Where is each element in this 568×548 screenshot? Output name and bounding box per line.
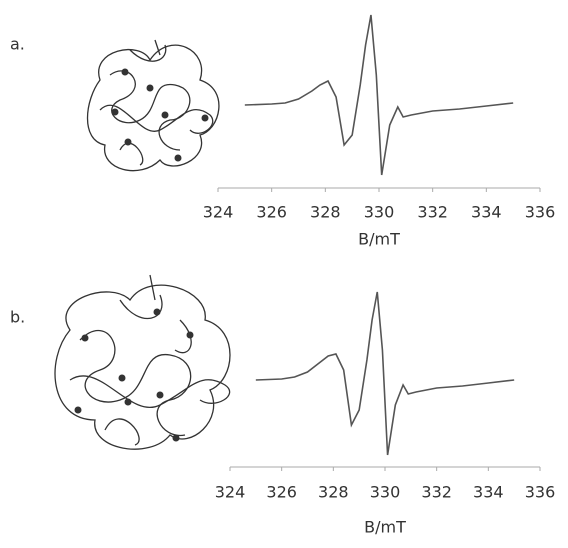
spectrum-line — [244, 14, 514, 176]
panel-label: b. — [10, 308, 25, 327]
x-tick-label: 328 — [318, 483, 349, 502]
x-tick-label: 326 — [256, 203, 287, 222]
x-tick-label: 332 — [421, 483, 452, 502]
polymer-coil-a — [86, 39, 220, 172]
spectrum-line — [255, 291, 515, 456]
x-tick-label: 334 — [471, 203, 502, 222]
x-tick-label: 330 — [370, 483, 401, 502]
x-tick-label: 332 — [417, 203, 448, 222]
x-tick-label: 328 — [310, 203, 341, 222]
x-tick-label: 330 — [364, 203, 395, 222]
x-tick-label: 334 — [473, 483, 504, 502]
x-tick-label: 324 — [203, 203, 234, 222]
x-tick-label: 326 — [266, 483, 297, 502]
x-tick-label: 336 — [525, 483, 556, 502]
x-axis-title: B/mT — [364, 518, 406, 537]
polymer-coil-b — [54, 274, 231, 450]
x-axis-title: B/mT — [358, 230, 400, 249]
panel-label: a. — [10, 35, 25, 54]
x-tick-label: 336 — [525, 203, 556, 222]
x-tick-label: 324 — [215, 483, 246, 502]
